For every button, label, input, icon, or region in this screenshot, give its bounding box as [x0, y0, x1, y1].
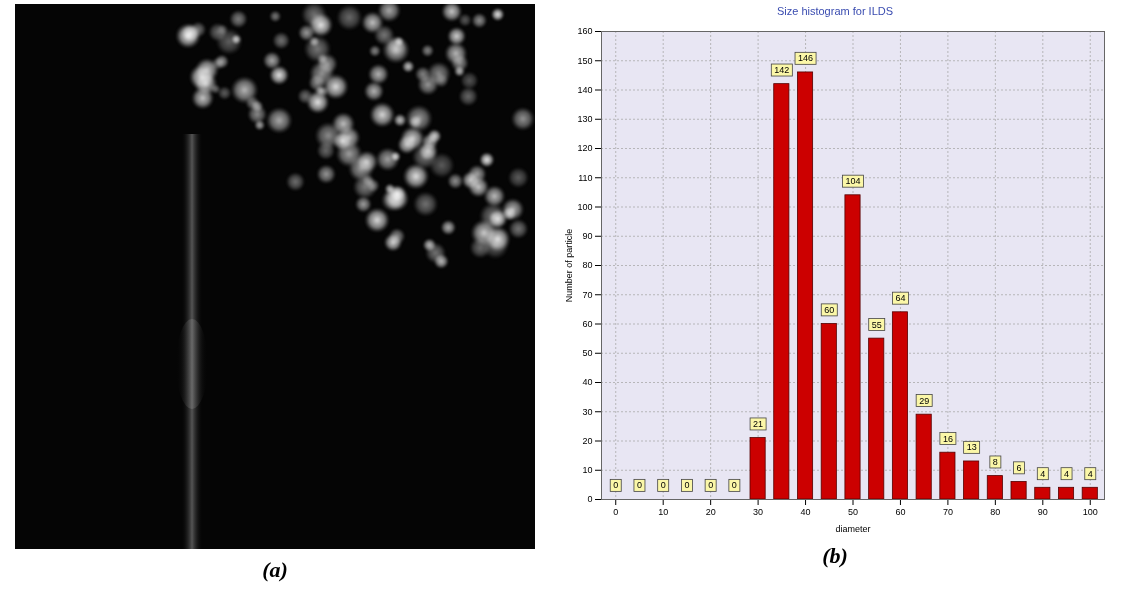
svg-text:4: 4 [1040, 469, 1045, 479]
svg-text:0: 0 [731, 480, 736, 490]
svg-text:4: 4 [1064, 469, 1069, 479]
svg-text:6: 6 [1016, 463, 1021, 473]
svg-text:20: 20 [582, 436, 592, 446]
html-text:(b): (b) [822, 543, 848, 568]
html-text:(a): (a) [262, 557, 288, 582]
svg-text:diameter: diameter [835, 524, 870, 534]
svg-text:146: 146 [798, 53, 813, 63]
svg-text:40: 40 [582, 377, 592, 387]
html-text:Size histogram for ILDS: Size histogram for ILDS [776, 5, 894, 17]
svg-text:0: 0 [660, 480, 665, 490]
svg-text:130: 130 [577, 114, 592, 124]
svg-text:70: 70 [582, 290, 592, 300]
svg-text:0: 0 [613, 507, 618, 517]
svg-text:50: 50 [582, 348, 592, 358]
svg-text:100: 100 [1082, 507, 1097, 517]
svg-text:4: 4 [1087, 469, 1092, 479]
svg-text:30: 30 [753, 507, 763, 517]
svg-text:60: 60 [895, 507, 905, 517]
svg-text:0: 0 [587, 494, 592, 504]
svg-text:90: 90 [1037, 507, 1047, 517]
svg-text:150: 150 [577, 56, 592, 66]
svg-text:13: 13 [966, 442, 976, 452]
svg-text:160: 160 [577, 26, 592, 36]
svg-text:80: 80 [990, 507, 1000, 517]
svg-text:104: 104 [845, 176, 860, 186]
svg-text:30: 30 [582, 407, 592, 417]
svg-text:70: 70 [942, 507, 952, 517]
svg-text:90: 90 [582, 231, 592, 241]
svg-text:0: 0 [684, 480, 689, 490]
svg-text:40: 40 [800, 507, 810, 517]
svg-text:16: 16 [942, 434, 952, 444]
svg-text:29: 29 [919, 396, 929, 406]
svg-text:50: 50 [847, 507, 857, 517]
svg-text:110: 110 [578, 173, 592, 183]
svg-text:0: 0 [636, 480, 641, 490]
svg-text:142: 142 [774, 65, 789, 75]
svg-text:64: 64 [895, 293, 905, 303]
svg-text:60: 60 [824, 305, 834, 315]
svg-text:120: 120 [577, 143, 592, 153]
svg-text:8: 8 [992, 457, 997, 467]
svg-text:20: 20 [705, 507, 715, 517]
svg-text:60: 60 [582, 319, 592, 329]
svg-text:0: 0 [708, 480, 713, 490]
svg-text:21: 21 [753, 419, 763, 429]
svg-text:55: 55 [871, 320, 881, 330]
svg-text:100: 100 [577, 202, 592, 212]
svg-text:140: 140 [577, 85, 592, 95]
svg-text:10: 10 [658, 507, 668, 517]
svg-text:10: 10 [582, 465, 592, 475]
svg-text:Number of particle: Number of particle [563, 229, 573, 303]
svg-text:80: 80 [582, 260, 592, 270]
svg-text:0: 0 [613, 480, 618, 490]
